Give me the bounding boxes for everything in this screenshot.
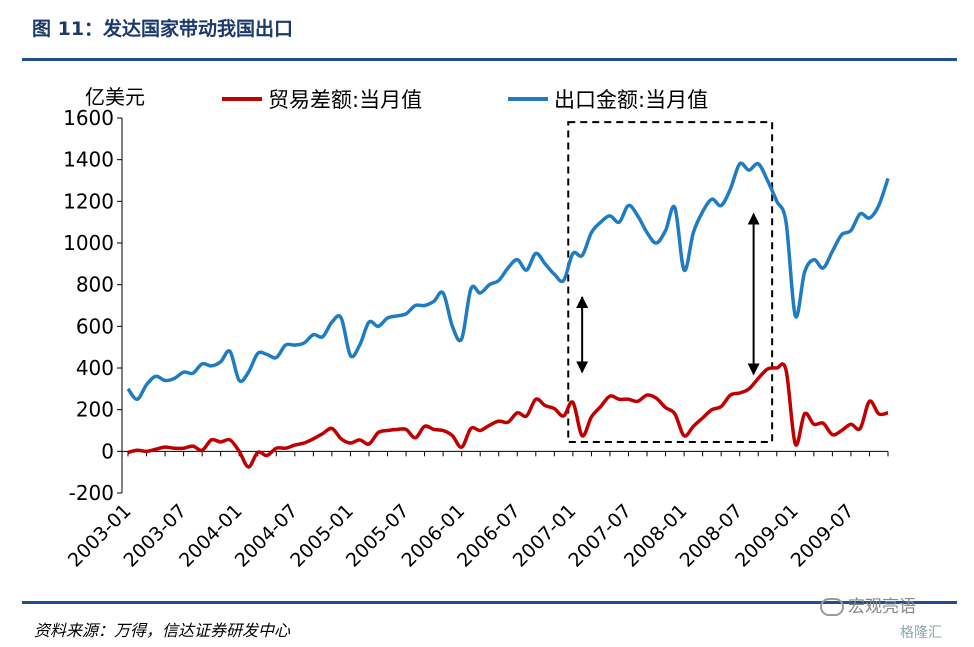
- y-axis-label: 亿美元: [85, 85, 145, 109]
- y-tick-label: 1600: [63, 106, 114, 130]
- line-trade-balance: [127, 362, 889, 469]
- chart: 亿美元 贸易差额:当月值 出口金额:当月值 -200 0 200 400 600 800 1…: [63, 85, 890, 572]
- annotations: [567, 121, 774, 443]
- figure-title: 图 11：发达国家带动我国出口: [32, 18, 294, 40]
- x-axis: 2003-012003-072004-012004-072005-012005-…: [64, 450, 889, 572]
- legend-label-exports: 出口金额:当月值: [554, 88, 708, 112]
- y-tick-label: 400: [76, 356, 114, 380]
- watermark-secondary: 格隆汇: [900, 625, 942, 641]
- source-note: 资料来源：万得，信达证券研发中心: [34, 621, 291, 640]
- y-tick-label: 1000: [63, 231, 114, 255]
- y-tick-label: -200: [69, 481, 114, 505]
- watermark: 宏观亮语: [820, 592, 916, 617]
- y-tick-label: 200: [76, 398, 114, 422]
- legend-label-trade-balance: 贸易差额:当月值: [268, 88, 422, 112]
- line-exports: [126, 161, 890, 401]
- watermark-text: 宏观亮语: [848, 597, 916, 617]
- y-axis: -200 0 200 400 600 800 1000 1200 1400 1600: [63, 106, 123, 505]
- y-tick-label: 0: [101, 439, 114, 463]
- bottom-rule: [22, 601, 957, 604]
- top-rule: [22, 58, 957, 61]
- legend: 贸易差额:当月值 出口金额:当月值: [222, 88, 708, 112]
- y-tick-label: 600: [76, 314, 114, 338]
- plot-lines: [126, 161, 890, 469]
- y-tick-label: 1400: [63, 148, 114, 172]
- y-tick-label: 800: [76, 273, 114, 297]
- wechat-icon: [820, 598, 844, 616]
- y-tick-label: 1200: [63, 189, 114, 213]
- annotation-box: [567, 121, 774, 443]
